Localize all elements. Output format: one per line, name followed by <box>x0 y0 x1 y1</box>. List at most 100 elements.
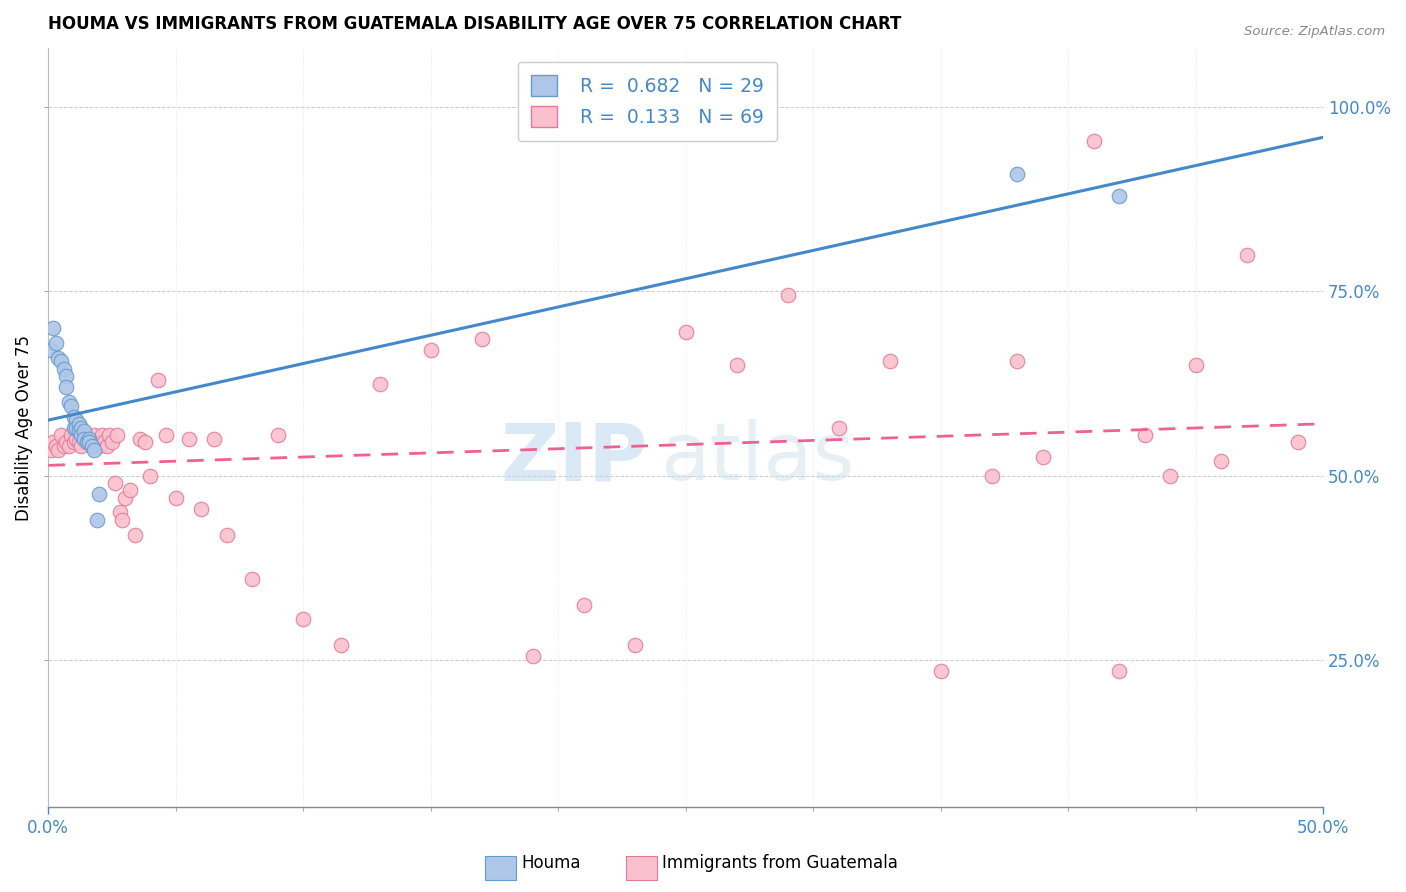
Point <box>828 421 851 435</box>
Point <box>177 432 200 446</box>
Point <box>1005 354 1028 368</box>
Point <box>77 432 100 446</box>
Point <box>108 505 131 519</box>
Point <box>1005 167 1028 181</box>
Point <box>572 598 595 612</box>
Point <box>292 612 315 626</box>
Point <box>879 354 901 368</box>
Point <box>67 435 90 450</box>
Point <box>1108 664 1130 678</box>
Point <box>45 336 67 351</box>
Point <box>980 468 1002 483</box>
Point <box>124 527 146 541</box>
Point <box>93 435 115 450</box>
Text: Houma: Houma <box>522 855 581 872</box>
Point <box>55 435 77 450</box>
Point <box>48 351 70 365</box>
Point <box>67 417 90 431</box>
Point <box>86 435 108 450</box>
Point <box>70 428 93 442</box>
Point <box>929 664 952 678</box>
Point <box>623 638 645 652</box>
Point <box>49 354 72 368</box>
Point <box>118 483 141 498</box>
Point <box>1286 435 1309 450</box>
Point <box>76 435 98 450</box>
Point <box>419 343 441 358</box>
Point <box>139 468 162 483</box>
Point <box>134 435 156 450</box>
Point <box>42 321 65 335</box>
Point <box>60 399 83 413</box>
Point <box>675 325 697 339</box>
Point <box>89 439 111 453</box>
Point <box>73 428 96 442</box>
Point <box>1032 450 1054 465</box>
Point <box>58 439 80 453</box>
Point <box>48 442 70 457</box>
Point <box>76 435 98 450</box>
Point <box>58 395 80 409</box>
Point <box>65 432 87 446</box>
Point <box>146 373 169 387</box>
Point <box>1083 134 1105 148</box>
Point <box>101 435 124 450</box>
Point <box>86 513 108 527</box>
Point <box>60 428 83 442</box>
Point <box>65 421 87 435</box>
Point <box>165 491 187 505</box>
Text: Immigrants from Guatemala: Immigrants from Guatemala <box>662 855 898 872</box>
Point <box>73 432 96 446</box>
Point <box>62 435 84 450</box>
Point <box>215 527 238 541</box>
Point <box>55 369 77 384</box>
Point <box>80 435 103 450</box>
Point <box>90 428 112 442</box>
Point <box>89 487 111 501</box>
Text: Source: ZipAtlas.com: Source: ZipAtlas.com <box>1244 25 1385 38</box>
Point <box>1211 454 1233 468</box>
Point <box>42 435 65 450</box>
Point <box>62 409 84 424</box>
Point <box>129 432 152 446</box>
Point <box>368 376 391 391</box>
Point <box>1133 428 1156 442</box>
Point <box>52 361 75 376</box>
Point <box>80 439 103 453</box>
Point <box>1236 248 1258 262</box>
Point <box>70 421 93 435</box>
Point <box>1184 358 1206 372</box>
Point <box>725 358 748 372</box>
Point <box>240 572 263 586</box>
Point <box>267 428 290 442</box>
Point <box>471 332 494 346</box>
Point <box>83 442 105 457</box>
Point <box>103 475 125 490</box>
Point <box>155 428 177 442</box>
Point <box>98 428 121 442</box>
Point <box>202 432 225 446</box>
Point <box>105 428 128 442</box>
Point <box>776 288 799 302</box>
Point <box>67 425 90 439</box>
Point <box>52 439 75 453</box>
Point <box>330 638 353 652</box>
Point <box>45 439 67 453</box>
Point <box>77 435 100 450</box>
Point <box>73 425 96 439</box>
Point <box>39 442 62 457</box>
Point <box>111 513 134 527</box>
Point <box>55 380 77 394</box>
Y-axis label: Disability Age Over 75: Disability Age Over 75 <box>15 334 32 521</box>
Text: atlas: atlas <box>661 419 855 497</box>
Point <box>77 432 100 446</box>
Point <box>190 501 212 516</box>
Point <box>65 413 87 427</box>
Point <box>49 428 72 442</box>
Text: ZIP: ZIP <box>501 419 647 497</box>
Text: HOUMA VS IMMIGRANTS FROM GUATEMALA DISABILITY AGE OVER 75 CORRELATION CHART: HOUMA VS IMMIGRANTS FROM GUATEMALA DISAB… <box>48 15 901 33</box>
Point <box>70 439 93 453</box>
Point <box>83 428 105 442</box>
Point <box>1108 188 1130 202</box>
Point <box>62 421 84 435</box>
